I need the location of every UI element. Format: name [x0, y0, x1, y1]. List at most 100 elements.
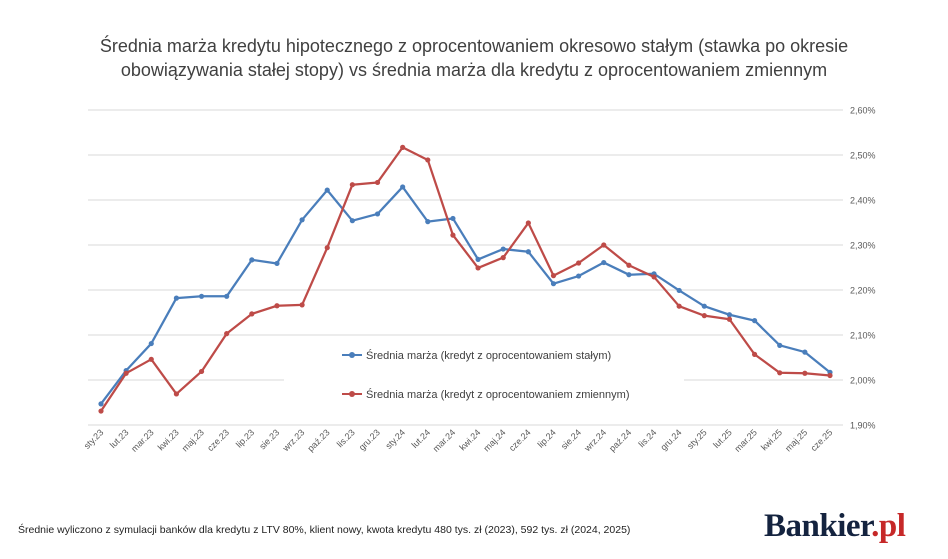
data-point — [324, 187, 330, 193]
legend-background — [284, 338, 684, 410]
legend-entry-variable: Średnia marża (kredyt z oprocentowaniem … — [342, 388, 630, 401]
x-tick-label: maj.25 — [783, 427, 809, 453]
footnote: Średnie wyliczono z symulacji banków dla… — [18, 524, 631, 536]
bankier-logo: Bankier.pl — [764, 508, 906, 545]
data-point — [450, 215, 456, 222]
x-tick-label: lip.23 — [234, 427, 256, 449]
gridlines — [88, 109, 843, 426]
x-tick-label: lis.23 — [335, 427, 357, 449]
data-point — [525, 249, 531, 255]
data-point — [148, 340, 154, 347]
x-tick-label: paź.24 — [607, 427, 633, 453]
y-tick-label: 2,00% — [850, 376, 876, 386]
data-point — [626, 262, 632, 268]
data-point — [224, 331, 230, 337]
logo-suffix: .pl — [871, 508, 906, 544]
x-tick-label: sty.23 — [82, 427, 106, 451]
data-point — [349, 182, 355, 188]
series-variable — [98, 144, 833, 414]
data-point — [425, 219, 431, 225]
data-point — [98, 408, 104, 414]
logo-text: Bankier — [764, 508, 872, 544]
x-tick-label: lis.24 — [637, 427, 659, 449]
x-tick-label: cze.25 — [809, 427, 835, 453]
data-point — [374, 211, 381, 217]
series-fixed — [98, 184, 833, 407]
x-tick-label: maj.24 — [481, 427, 507, 453]
x-tick-label: sie.24 — [559, 427, 583, 451]
y-tick-label: 2,60% — [850, 106, 876, 116]
y-tick-label: 2,30% — [850, 241, 876, 251]
data-point — [726, 316, 733, 322]
x-tick-label: wrz.23 — [280, 427, 307, 454]
y-tick-label: 2,20% — [850, 286, 876, 296]
data-point — [576, 273, 582, 279]
data-point — [777, 342, 783, 348]
legend-label-fixed: Średnia marża (kredyt z oprocentowaniem … — [366, 349, 611, 362]
y-tick-label: 2,40% — [850, 196, 876, 206]
chart-title-line-1: Średnia marża kredytu hipotecznego z opr… — [99, 36, 849, 56]
data-point — [827, 372, 833, 379]
data-point — [525, 220, 531, 226]
data-point — [701, 313, 707, 319]
data-point — [802, 370, 808, 376]
data-point — [726, 312, 733, 318]
data-point — [626, 272, 632, 278]
legend-marker-fixed — [349, 352, 355, 358]
x-tick-label: lip.24 — [536, 427, 558, 449]
x-tick-label: kwi.25 — [759, 427, 784, 452]
data-point — [425, 157, 431, 163]
x-tick-label: kwi.23 — [156, 427, 181, 452]
x-tick-label: kwi.24 — [457, 427, 482, 452]
data-point — [374, 179, 381, 186]
x-tick-label: sie.23 — [257, 427, 281, 451]
x-tick-label: gru.24 — [658, 427, 683, 452]
x-tick-label: gru.23 — [357, 427, 382, 452]
x-tick-label: mar.23 — [129, 427, 156, 454]
x-tick-label: lut.23 — [108, 427, 131, 450]
y-tick-label: 2,10% — [850, 331, 876, 341]
data-point — [299, 302, 305, 308]
data-point — [274, 260, 280, 267]
series-line — [100, 185, 831, 405]
legend-entry-fixed: Średnia marża (kredyt z oprocentowaniem … — [342, 349, 611, 362]
data-point — [173, 391, 180, 397]
data-point — [274, 303, 280, 309]
series-line — [100, 146, 831, 412]
data-point — [299, 217, 305, 223]
data-point — [701, 303, 707, 309]
data-point — [123, 370, 129, 376]
y-tick-label: 2,50% — [850, 151, 876, 161]
data-point — [98, 401, 104, 407]
data-point — [475, 256, 481, 262]
data-point — [550, 273, 557, 279]
data-point — [349, 218, 355, 224]
data-point — [198, 293, 205, 299]
x-tick-label: wrz.24 — [582, 427, 609, 454]
data-point — [676, 303, 682, 309]
legend: Średnia marża (kredyt z oprocentowaniem … — [284, 338, 684, 410]
data-point — [802, 349, 808, 355]
legend-marker-variable — [349, 391, 355, 397]
y-axis-tick-labels: 1,90% 2,00% 2,10% 2,20% 2,30% 2,40% 2,50% 2,60% — [850, 106, 876, 431]
chart-title: Średnia marża kredytu hipotecznego z opr… — [0, 34, 948, 82]
legend-label-variable: Średnia marża (kredyt z oprocentowaniem … — [366, 388, 630, 401]
data-point — [751, 318, 758, 324]
series-layer — [98, 144, 833, 414]
x-tick-label: sty.24 — [383, 427, 407, 451]
x-tick-label: paź.23 — [305, 427, 331, 453]
x-tick-label: sty.25 — [685, 427, 709, 451]
data-point — [601, 259, 607, 266]
data-point — [173, 295, 180, 301]
data-point — [576, 260, 582, 266]
x-tick-label: lut.24 — [410, 427, 433, 450]
y-tick-label: 1,90% — [850, 421, 876, 431]
data-point — [550, 281, 557, 287]
x-tick-label: maj.23 — [180, 427, 206, 453]
data-point — [601, 242, 607, 248]
data-point — [651, 274, 657, 280]
x-tick-label: cze.23 — [205, 427, 231, 453]
chart-title-line-2: obowiązywania stałej stopy) vs średnia m… — [120, 60, 828, 80]
